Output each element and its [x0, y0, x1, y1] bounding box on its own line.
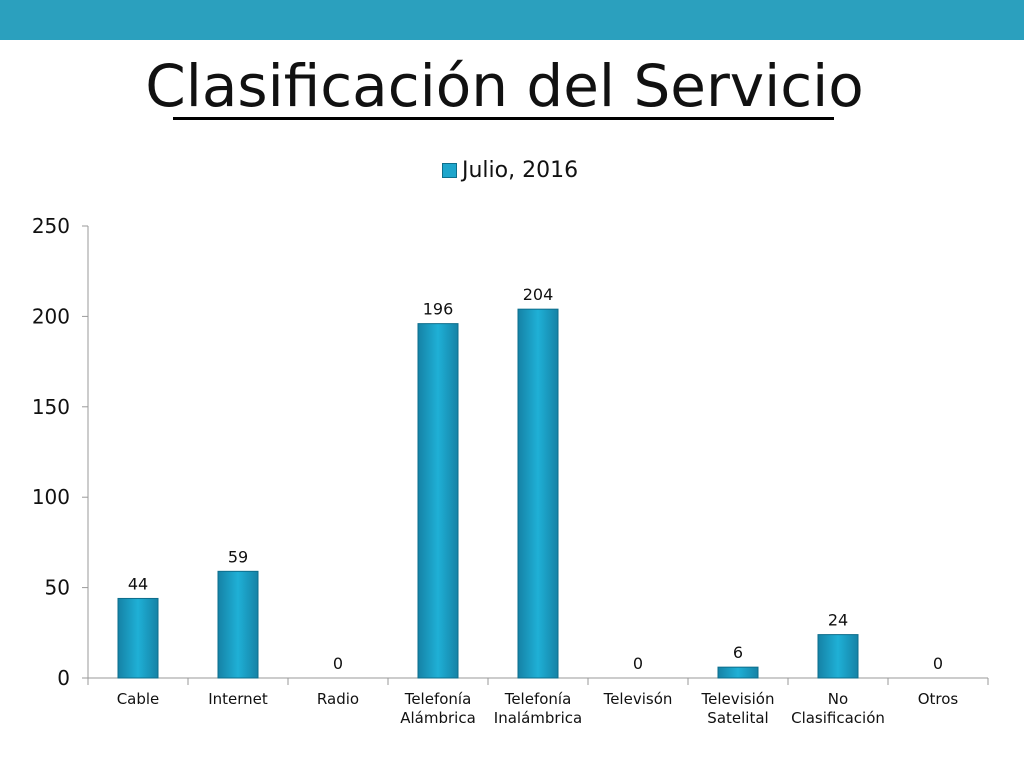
title-underline: [173, 117, 834, 120]
y-tick-label: 50: [45, 576, 70, 600]
bar: [817, 634, 859, 679]
top-accent-bar: [0, 0, 1024, 40]
data-label: 204: [523, 285, 554, 304]
bar: [717, 666, 759, 679]
data-label: 196: [423, 300, 454, 319]
bar: [517, 308, 559, 679]
slide-title: Clasificación del Servicio: [145, 52, 864, 120]
y-tick-label: 150: [32, 395, 70, 419]
x-tick-label: Otros: [918, 690, 959, 708]
x-tick-label: Telefonía Alámbrica: [400, 690, 476, 727]
data-label: 6: [733, 643, 743, 662]
chart-legend: Julio, 2016: [442, 155, 578, 185]
y-tick-label: 250: [32, 214, 70, 238]
x-tick-label: Radio: [317, 690, 359, 708]
data-label: 24: [828, 611, 848, 630]
y-tick-label: 100: [32, 485, 70, 509]
bar: [117, 597, 159, 679]
legend-label: Julio, 2016: [462, 157, 579, 183]
bar: [217, 570, 259, 679]
data-label: 0: [933, 654, 943, 673]
x-tick-label: Televisón: [603, 690, 673, 708]
y-tick-label: 200: [32, 304, 70, 328]
data-label: 0: [633, 654, 643, 673]
x-tick-label: No Clasificación: [791, 690, 885, 727]
x-tick-label: Cable: [117, 690, 160, 708]
x-tick-label: Televisión Satelital: [701, 690, 775, 727]
legend-swatch: [442, 162, 457, 178]
data-label: 0: [333, 654, 343, 673]
x-tick-label: Telefonía Inalámbrica: [494, 690, 582, 727]
data-label: 44: [128, 574, 148, 593]
y-tick-label: 0: [57, 666, 70, 690]
x-tick-label: Internet: [208, 690, 268, 708]
bar: [417, 323, 459, 679]
data-label: 59: [228, 547, 248, 566]
